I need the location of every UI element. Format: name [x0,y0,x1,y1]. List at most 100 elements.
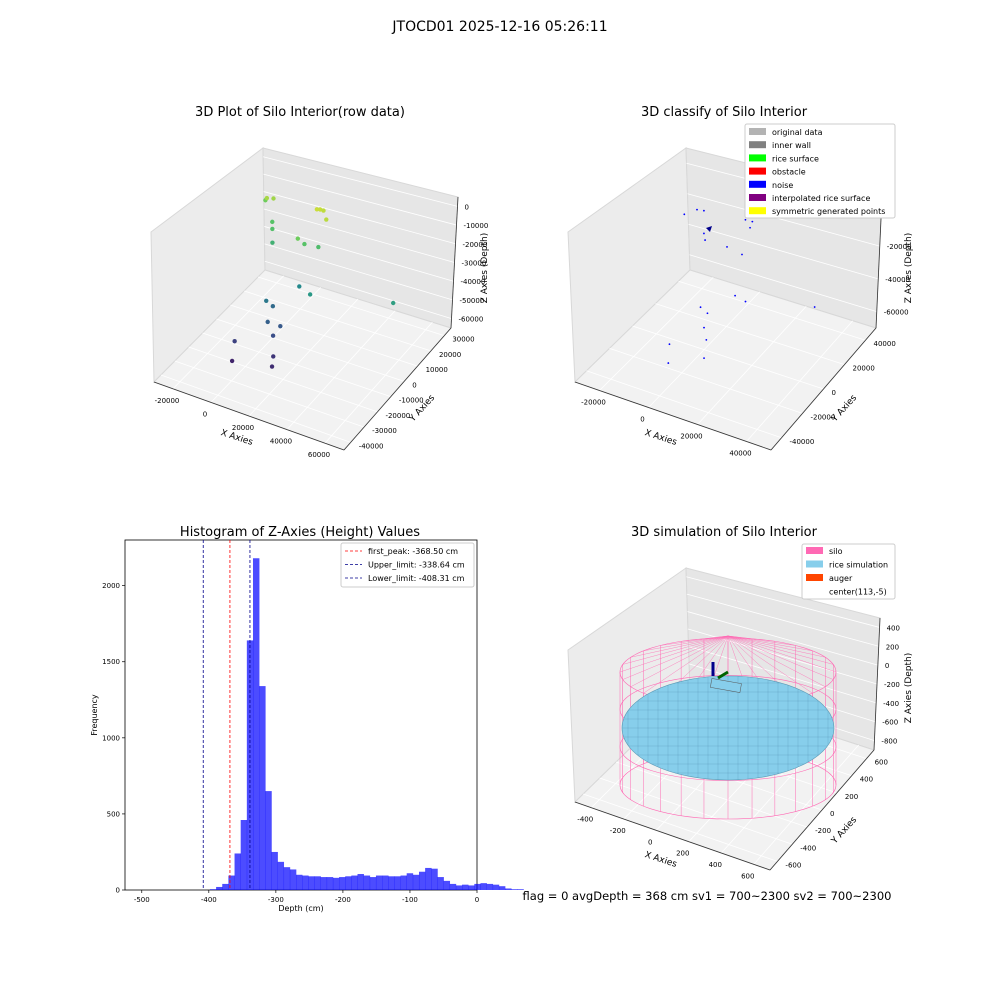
panel1-ytick-label: 20000 [439,351,461,359]
panel2-legend-swatch [749,207,766,215]
panel4-silo-roof-line [727,635,837,673]
panel3-histogram-bar [462,884,469,890]
panel1-ytick-label: -20000 [385,412,410,420]
panel1-ytick-label: -30000 [372,427,397,435]
panel3-histogram-bar [375,875,383,890]
panel4-legend-swatch [806,574,823,581]
panel1-ygrid-line [244,290,432,352]
panel1-xgrid-line [248,298,359,417]
panel3-histogram-bar [425,867,432,890]
panel4-xtick-label: -400 [577,816,593,824]
panel1-zgrid-line [263,208,455,263]
panel2-data-point [741,253,743,256]
panel1-y-axis-line [343,327,452,451]
panel2-data-point [667,362,670,364]
panel2-data-point [704,239,706,241]
panel2-zgrid-line [688,223,879,280]
panel4-legend-label: center(113,-5) [829,588,887,597]
panel1-data-point [232,339,237,344]
panel3-xtick-label: -100 [402,896,418,904]
panel1-data-point [271,354,276,359]
panel4-silo-roof-line [727,635,834,665]
panel2-legend-swatch [749,180,766,188]
panel1-ztick-label: -50000 [460,297,485,305]
panel4-legend-label: auger [829,574,853,583]
panel3-histogram-bar [252,558,260,890]
panel4-legend-label: silo [829,547,843,556]
panel1-ygrid-line [174,360,365,428]
panel4-ytick-label: -600 [785,861,801,869]
panel2-legend-box [744,123,896,219]
panel3-histogram-bar [443,880,451,890]
panel3-xtick-label: -200 [335,896,351,904]
panel2-xtick-label: 20000 [680,433,702,441]
panel1-data-point [271,196,276,201]
panel4-silo-roof-line [727,635,796,646]
panel3-histogram-bar [492,884,500,890]
panel3-histogram-bar [357,874,364,890]
panel-simulation: 3D simulation of Silo Interior -400 -200 0… [567,525,914,880]
panel1-ztick-label: -30000 [462,260,487,268]
panel4-xtick-label: 200 [676,850,689,858]
panel3-histogram-bar [511,889,518,890]
panel3-ticks: -500 -400 -300 -200 -100 0 0 500 1000 1500 2000 [102,582,479,904]
panel3-histogram-bar [345,876,352,890]
panel1-ygrid-line [257,276,445,337]
panel3-histogram-bar [455,885,463,890]
panel-classified: 3D classify of Silo Interior -20000 0 2000… [567,105,914,458]
panel4-ztick-label: -600 [882,719,898,727]
panel4-ztick-label: 400 [887,624,900,632]
panel3-histogram-bar [437,877,444,890]
panel2-data-point [706,312,709,315]
panel2-legend-label: interpolated rice surface [772,194,870,203]
panel4-silo-roof-line [630,635,729,687]
panel3-histogram-bar [209,889,217,890]
panel2-ytick-label: -40000 [790,438,815,446]
panel1-ztick-label: -60000 [459,316,484,324]
panel2-z-axis-line [875,196,883,329]
panel4-ztick-label: 0 [885,662,889,670]
panel1-ytick-label: 0 [412,381,416,389]
panel2-data-point [703,357,705,360]
panel3-ytick-label: 1000 [102,734,120,742]
panel3-xtick-label: -300 [268,896,284,904]
panel2-grid [586,162,882,442]
panel4-auger-body [710,678,742,693]
panel3-histogram-bar [296,874,303,890]
panel3-histogram-bar [308,876,315,890]
figure-suptitle: JTOCD01 2025-12-16 05:26:11 [391,19,607,35]
panel1-data-point [270,219,275,225]
panel1-ygrid-line [202,332,391,398]
panel4-legend-label: rice simulation [829,561,888,570]
panel4-ticks: -400 -200 0 200 400 600 -600 -400 -200 0 200 400 600… [577,624,900,880]
panel2-data-point [703,209,705,212]
panel1-ytick-label: 10000 [426,366,448,374]
panel2-legend-label: noise [772,181,793,190]
panel4-zgrid-line [686,576,880,628]
panel1-z-axis-line [450,196,459,329]
panel1-xtick-label: -20000 [155,397,180,405]
panel1-data-point [265,319,270,325]
panel4-z-axis-line [873,617,881,751]
panel1-ygrid-line [216,318,405,382]
panel3-histogram-bar [222,883,229,890]
panel3-histogram-bar [320,877,328,890]
panel3-histogram-bar [234,853,241,890]
panel2-zgrid-line [689,254,877,313]
panel1-xtick-label: 60000 [308,451,330,459]
panel4-ytick-label: 600 [875,759,888,767]
panel4-ygrid-line [599,777,793,845]
panel4-ytick-label: 0 [830,810,834,818]
panel3-legend-label: first_peak: -368.50 cm [368,547,458,556]
panel2-zgrid-line [687,193,880,247]
panel1-ygrid-line [160,374,351,443]
panel1-ytick-label: -40000 [359,442,384,450]
panel2-data-point [813,306,816,308]
panel3-histogram-bar [486,883,494,890]
panel4-xtick-label: 0 [648,838,652,846]
panel4-silo-roof-line [619,635,729,673]
panel2-ygrid-line [586,370,782,439]
panel4-xtick-label: 600 [741,872,754,880]
panel1-points [229,195,396,369]
panel3-plot-frame [124,539,478,891]
